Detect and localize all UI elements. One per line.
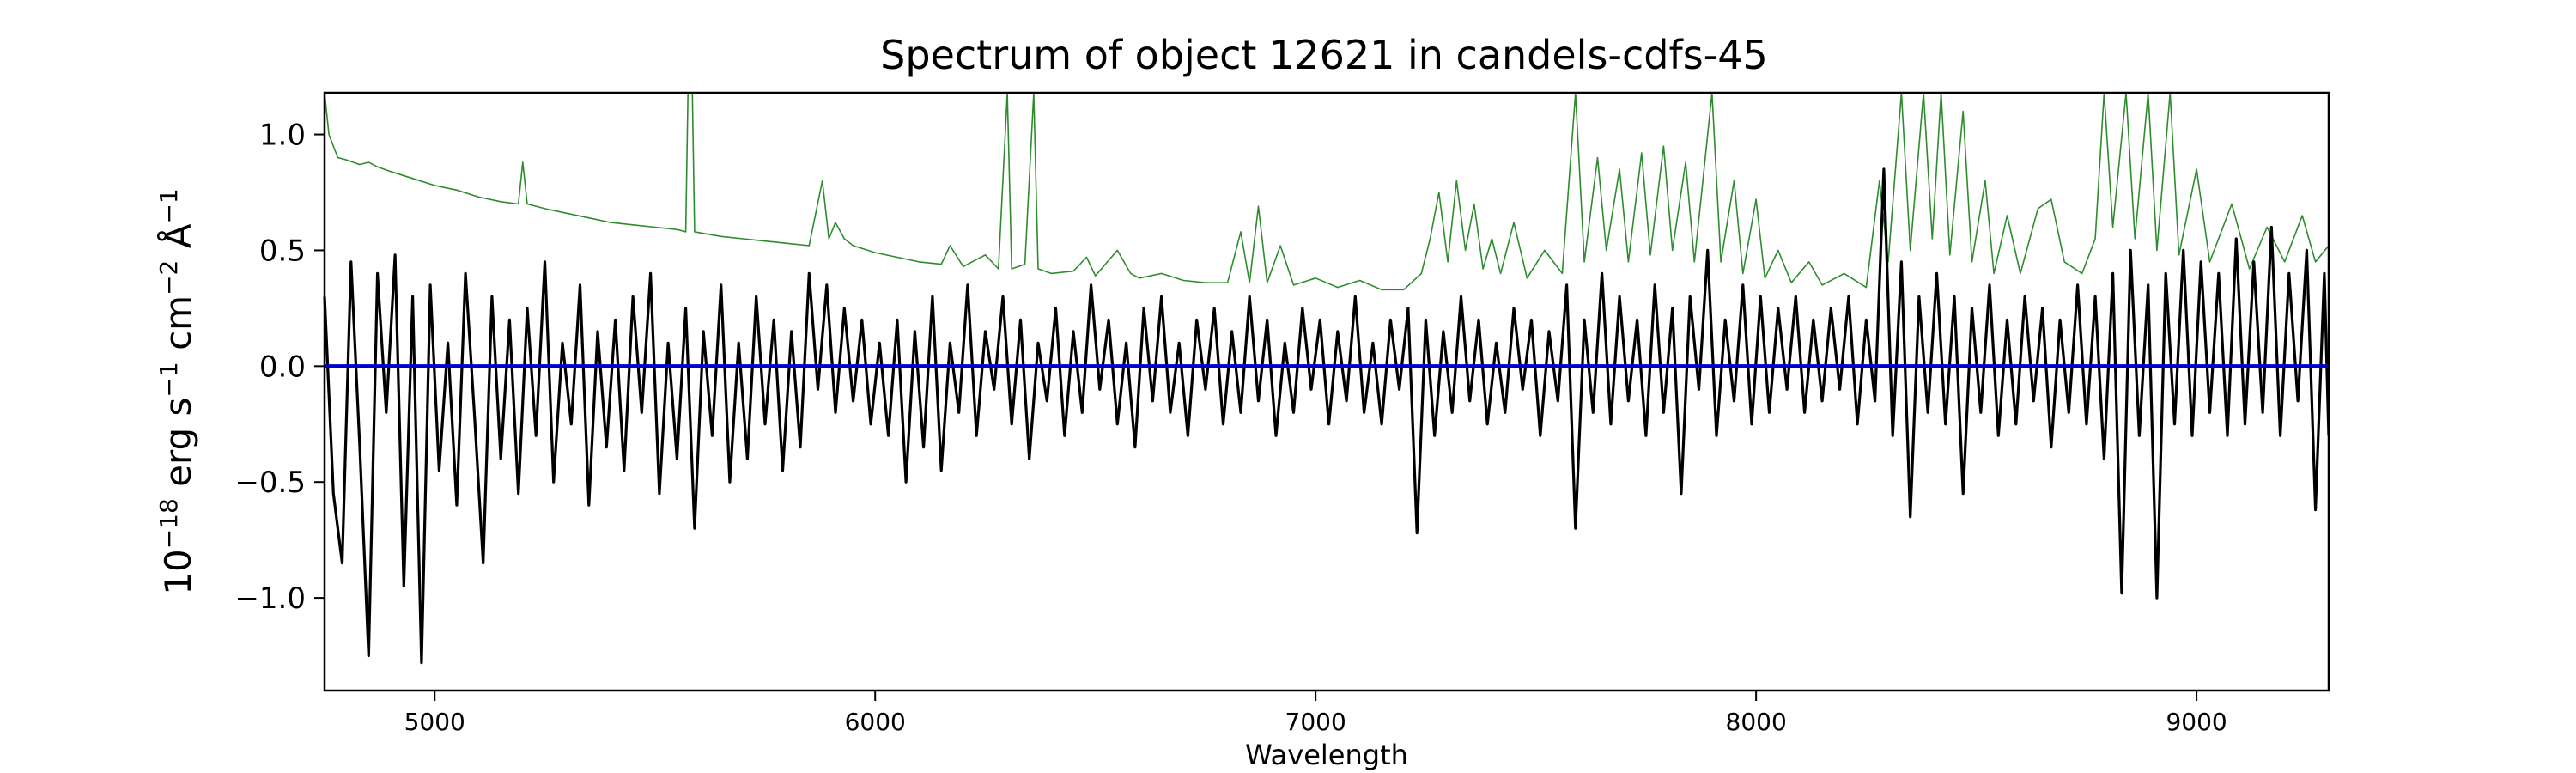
x-axis-ticks: 5000 6000 7000 8000 9000 xyxy=(404,691,2227,736)
x-tick-label: 7000 xyxy=(1285,708,1346,736)
y-axis-label: 10−18 erg s−1 cm−2 Å−1 xyxy=(155,188,199,594)
chart-title: Spectrum of object 12621 in candels-cdfs… xyxy=(880,32,1768,78)
y-label-exp3: −2 xyxy=(155,260,183,295)
y-axis-ticks: −1.0 −0.5 0.0 0.5 1.0 xyxy=(234,119,325,616)
plot-area xyxy=(323,91,2330,692)
x-tick-label: 9000 xyxy=(2166,708,2227,736)
plot-frame xyxy=(323,91,2330,692)
y-tick-label: −1.0 xyxy=(234,581,306,616)
x-tick-label: 5000 xyxy=(404,708,465,736)
x-tick-label: 6000 xyxy=(845,708,906,736)
y-label-base: 10 xyxy=(157,549,199,594)
y-label-exp4: −1 xyxy=(155,188,183,223)
x-tick-label: 8000 xyxy=(1726,708,1787,736)
x-axis-label: Wavelength xyxy=(1245,739,1408,771)
y-label-mid2: cm xyxy=(157,295,199,362)
y-tick-label: 0.5 xyxy=(259,234,306,268)
y-label-mid1: erg s xyxy=(157,398,199,499)
y-label-exp1: −18 xyxy=(155,498,183,549)
y-tick-label: 0.0 xyxy=(259,350,306,384)
y-tick-label: −0.5 xyxy=(234,466,306,500)
flux-spectrum-line xyxy=(323,167,2330,665)
y-label-exp2: −1 xyxy=(155,362,183,397)
y-label-mid3: Å xyxy=(156,223,199,259)
y-tick-label: 1.0 xyxy=(259,119,306,153)
